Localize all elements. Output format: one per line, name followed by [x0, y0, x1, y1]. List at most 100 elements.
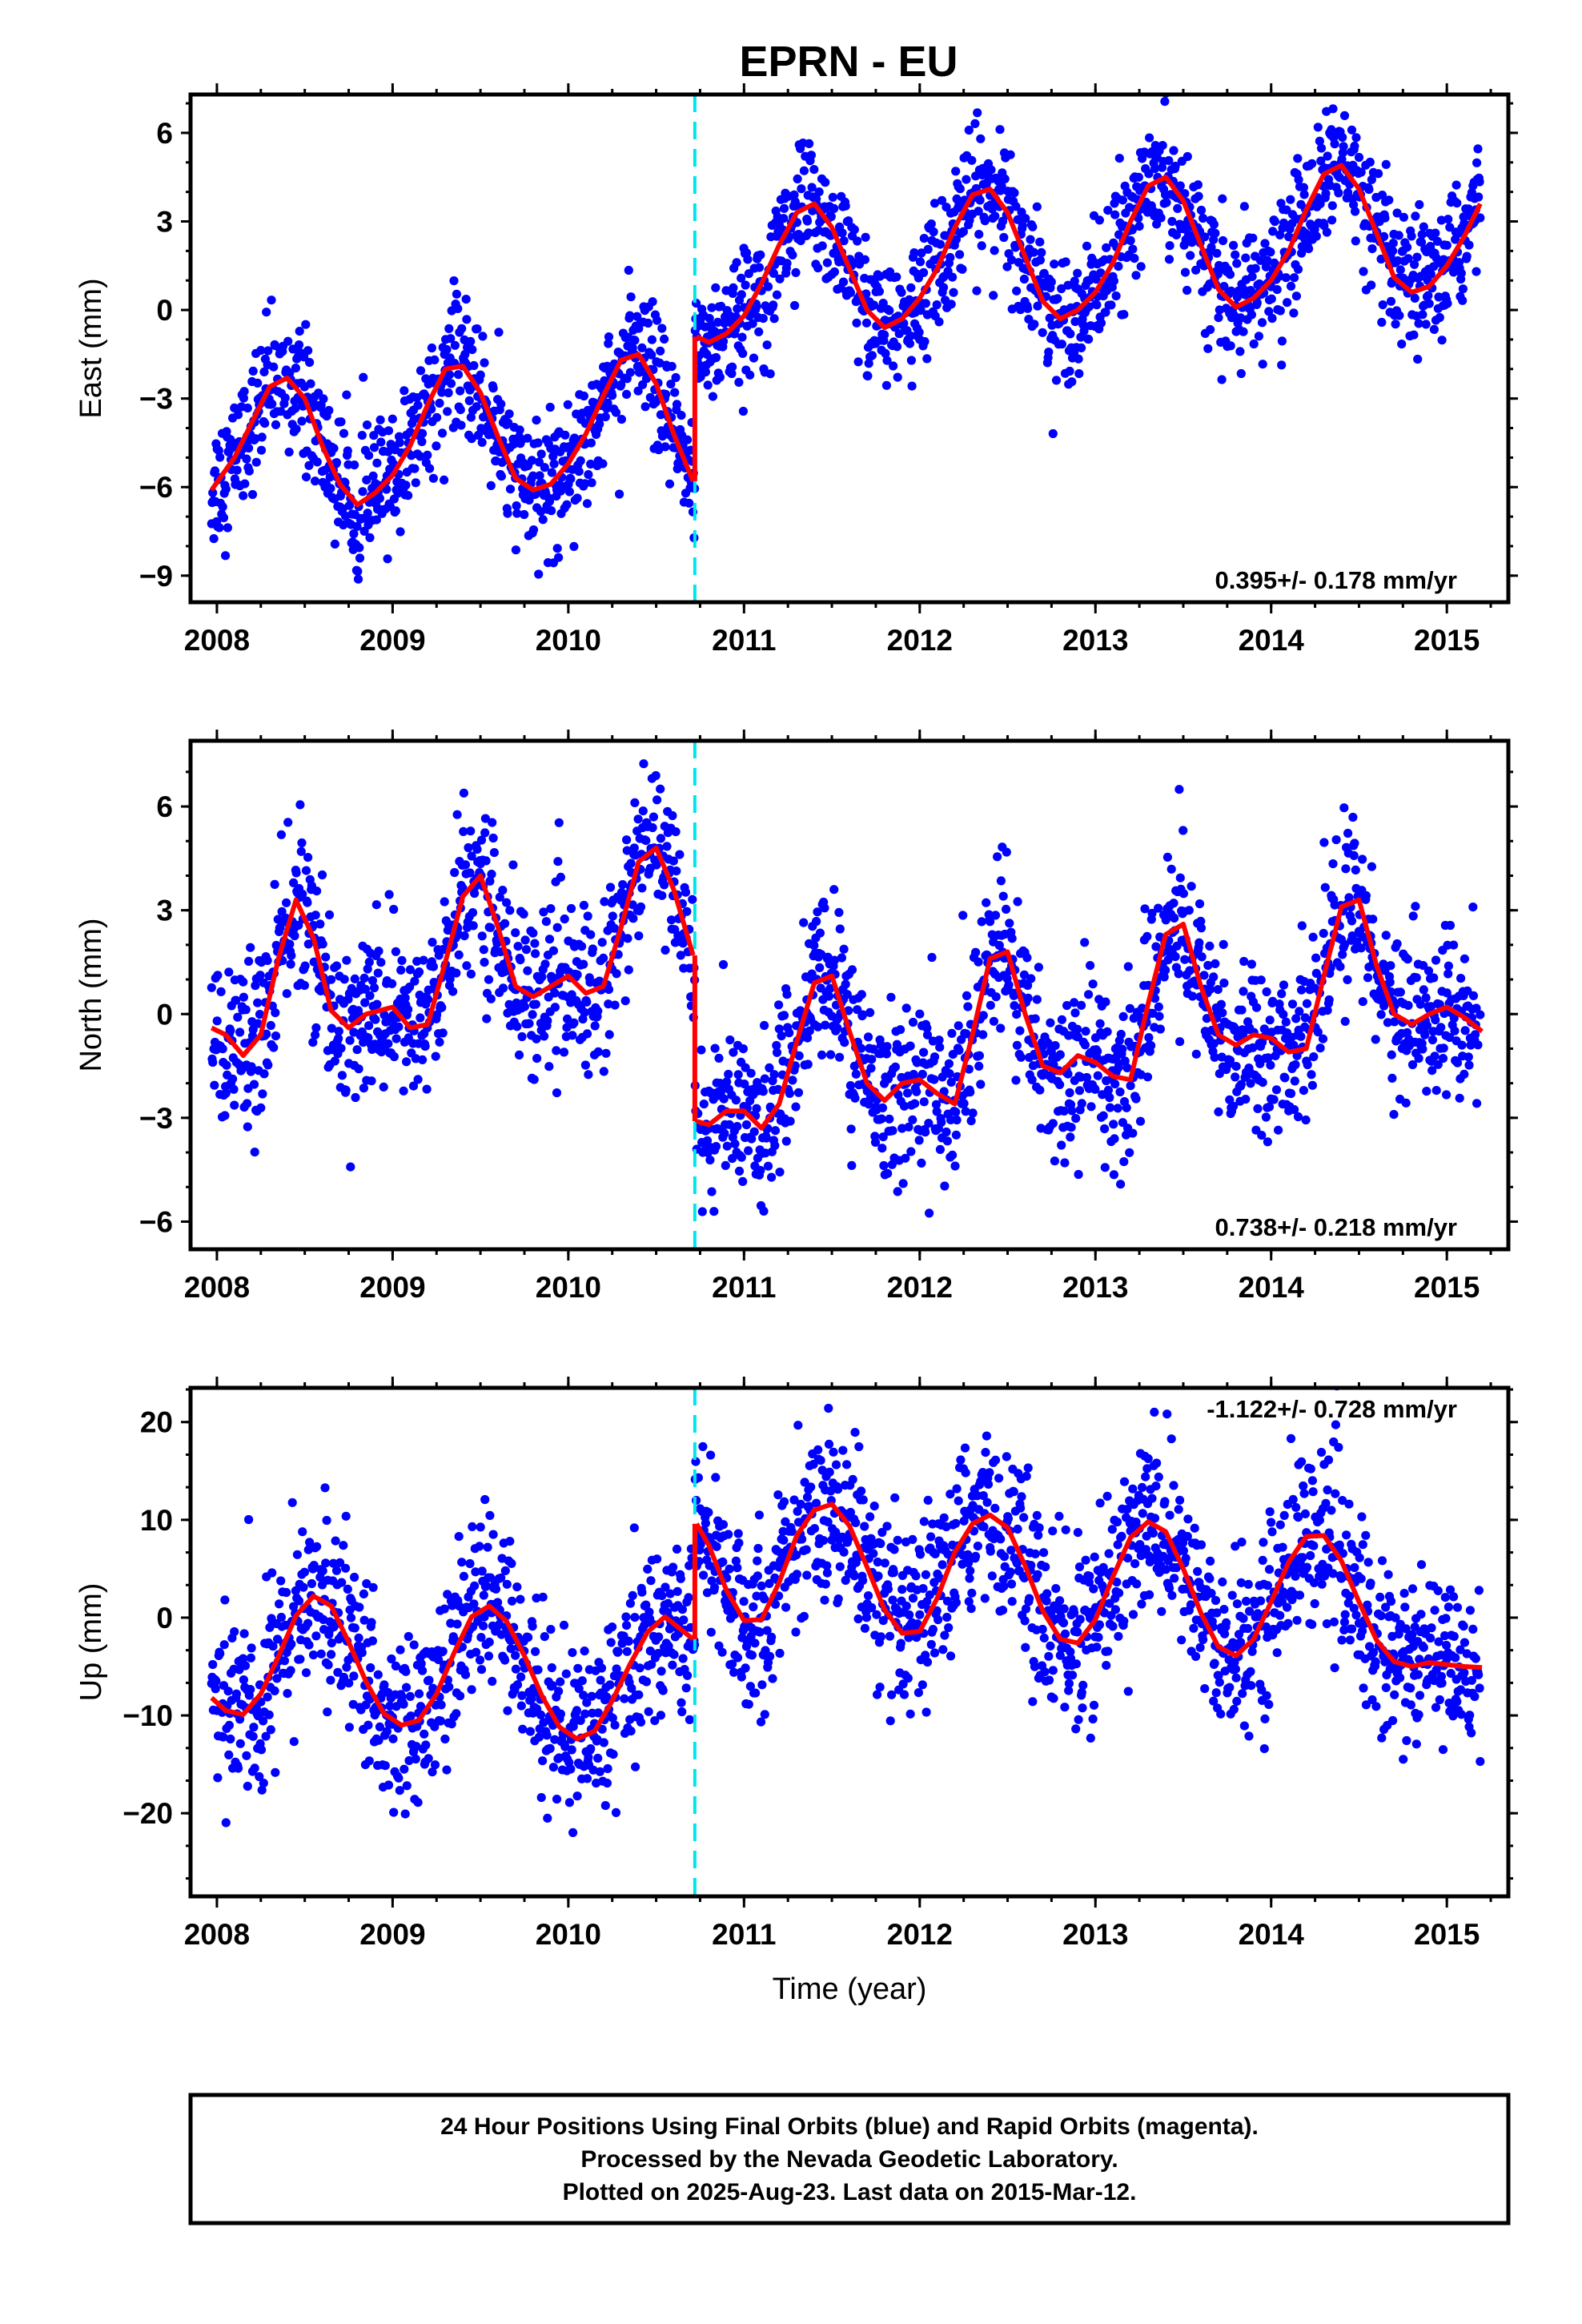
data-point: [919, 1047, 929, 1057]
data-point: [857, 1043, 866, 1053]
data-point: [791, 267, 801, 277]
data-point: [208, 488, 218, 497]
data-point: [748, 319, 757, 328]
data-point: [821, 1020, 830, 1030]
data-point: [584, 1070, 593, 1080]
data-point: [845, 1081, 855, 1091]
data-point: [1035, 255, 1045, 265]
data-point: [1142, 76, 1151, 85]
data-point: [952, 1115, 962, 1125]
data-point: [1394, 231, 1403, 240]
data-point: [271, 1767, 280, 1777]
data-point: [213, 971, 223, 980]
data-point: [357, 431, 367, 440]
data-point: [1248, 233, 1258, 243]
data-point: [916, 305, 926, 316]
data-point: [233, 1763, 243, 1773]
data-point: [1021, 214, 1030, 223]
data-point: [906, 356, 916, 365]
data-point: [385, 1701, 395, 1711]
data-point: [758, 314, 768, 324]
data-point: [207, 983, 216, 992]
data-point: [685, 498, 694, 508]
data-point: [1066, 1132, 1075, 1142]
data-point: [1110, 210, 1120, 219]
data-point: [1006, 150, 1015, 159]
data-point: [269, 362, 279, 372]
data-point: [387, 1654, 396, 1664]
data-point: [1449, 940, 1459, 950]
data-point: [1126, 235, 1135, 245]
data-point: [360, 984, 370, 994]
data-point: [1437, 336, 1447, 345]
data-point: [909, 248, 919, 258]
data-point: [1028, 222, 1038, 231]
data-point: [544, 497, 555, 506]
data-point: [951, 1130, 961, 1140]
data-point: [964, 125, 974, 135]
data-point: [638, 806, 648, 816]
data-point: [401, 480, 411, 490]
data-point: [881, 380, 891, 390]
data-point: [453, 370, 464, 380]
data-point: [430, 355, 440, 364]
data-point: [710, 1043, 720, 1053]
data-point: [486, 923, 496, 932]
data-point: [223, 1687, 233, 1696]
data-point: [656, 784, 665, 794]
data-point: [799, 166, 809, 175]
data-point: [1191, 265, 1201, 275]
data-point: [488, 1676, 497, 1687]
data-point: [550, 988, 560, 998]
data-point: [350, 1572, 359, 1582]
data-point: [389, 1051, 399, 1062]
data-point: [1293, 154, 1303, 163]
data-point: [901, 1003, 911, 1013]
data-point: [287, 1498, 297, 1507]
data-point: [1248, 1043, 1258, 1052]
data-point: [718, 336, 729, 346]
data-point: [1135, 1116, 1146, 1126]
data-point: [1259, 1024, 1269, 1034]
data-point: [1275, 230, 1285, 239]
data-point: [634, 931, 644, 941]
data-point: [1297, 985, 1307, 995]
data-point: [1316, 156, 1326, 166]
x-tick-label: 2014: [1239, 624, 1305, 657]
data-point: [484, 975, 494, 984]
data-point: [1349, 200, 1359, 210]
data-point: [327, 1650, 336, 1659]
data-point: [1464, 1060, 1474, 1070]
data-point: [483, 1542, 492, 1552]
data-point: [324, 405, 334, 416]
data-point: [1399, 212, 1408, 222]
data-point: [230, 1100, 239, 1110]
data-point: [809, 165, 819, 175]
data-point: [1154, 1011, 1164, 1021]
data-point: [806, 151, 817, 160]
data-point: [1299, 1086, 1308, 1096]
data-point: [769, 314, 779, 324]
data-point: [929, 227, 938, 237]
data-point: [540, 463, 549, 472]
data-point: [1106, 300, 1116, 310]
data-point: [1387, 1073, 1397, 1083]
data-point: [362, 1578, 371, 1589]
data-point: [1460, 954, 1469, 963]
data-point: [1081, 1027, 1090, 1036]
data-point: [438, 1028, 448, 1038]
data-point: [1074, 354, 1083, 364]
data-point: [1324, 995, 1334, 1005]
data-point: [1403, 243, 1412, 252]
data-point: [598, 459, 608, 468]
data-point: [922, 354, 932, 364]
data-point: [405, 965, 415, 975]
data-point: [1057, 340, 1066, 349]
data-point: [805, 1026, 814, 1035]
data-point: [1063, 280, 1073, 290]
data-point: [951, 1108, 961, 1117]
data-point: [738, 406, 749, 416]
data-point: [662, 842, 672, 851]
data-point: [1452, 1058, 1463, 1068]
data-point: [318, 939, 327, 949]
